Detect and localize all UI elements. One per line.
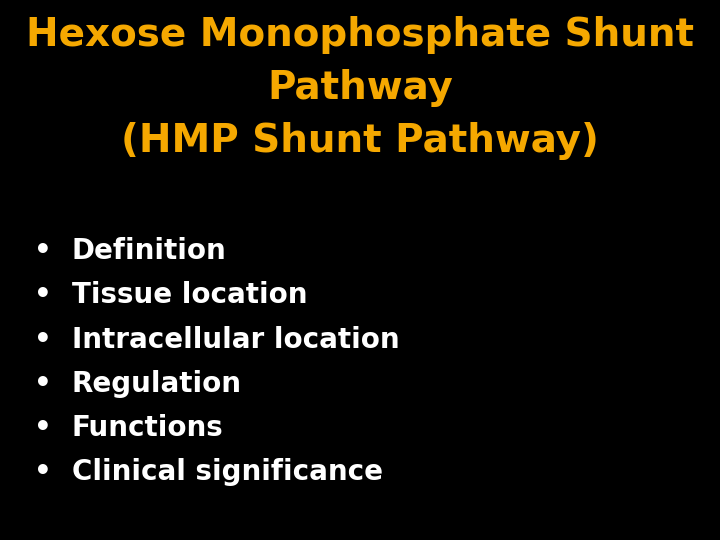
Text: •: • [35, 281, 52, 309]
Text: Definition: Definition [72, 237, 227, 265]
Text: Clinical significance: Clinical significance [72, 458, 383, 487]
Text: •: • [35, 326, 52, 354]
Text: Tissue location: Tissue location [72, 281, 307, 309]
Text: •: • [35, 458, 52, 487]
Text: Hexose Monophosphate Shunt
Pathway
(HMP Shunt Pathway): Hexose Monophosphate Shunt Pathway (HMP … [26, 16, 694, 160]
Text: •: • [35, 237, 52, 265]
Text: Regulation: Regulation [72, 370, 242, 398]
Text: Functions: Functions [72, 414, 224, 442]
Text: •: • [35, 370, 52, 398]
Text: •: • [35, 414, 52, 442]
Text: Intracellular location: Intracellular location [72, 326, 400, 354]
